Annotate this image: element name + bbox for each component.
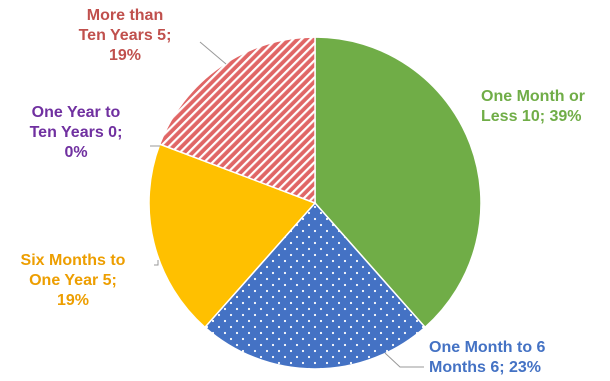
data-label-line: Six Months to — [21, 252, 126, 269]
leader-line-one-month-to-6-months — [384, 352, 424, 368]
data-label-line: Less 10; 39% — [481, 108, 582, 125]
pie-slice-six-months-to-one-year — [148, 143, 317, 329]
data-label-more-than-ten-years: More than Ten Years 5; 19% — [79, 7, 172, 64]
data-label-line: 19% — [109, 47, 141, 64]
pie-slice-one-month-to-6-months — [203, 201, 427, 370]
data-label-line: 19% — [57, 292, 89, 309]
data-label-line: Ten Years 5; — [79, 27, 172, 44]
data-labels: One Month or Less 10; 39% One Month to 6 Mo… — [21, 7, 585, 376]
pie-slice-one-month-or-less — [314, 36, 482, 329]
leader-lines — [150, 41, 424, 368]
data-label-one-month-or-less: One Month or Less 10; 39% — [481, 88, 585, 125]
data-label-line: One Month to 6 — [429, 339, 546, 356]
data-label-line: Ten Years 0; — [30, 124, 123, 141]
pie-slices — [148, 36, 482, 370]
data-label-line: One Year to — [32, 104, 121, 121]
data-label-line: Months 6; 23% — [429, 359, 541, 376]
leader-line-six-months-to-one-year — [154, 260, 159, 266]
data-label-one-year-to-ten-years: One Year to Ten Years 0; 0% — [30, 104, 123, 161]
data-label-line: One Month or — [481, 88, 585, 105]
leader-line-more-than-ten-years — [199, 41, 227, 65]
data-label-six-months-to-one-year: Six Months to One Year 5; 19% — [21, 252, 126, 309]
pie-slice-more-than-ten-years — [158, 36, 316, 205]
data-label-one-month-to-6-months: One Month to 6 Months 6; 23% — [429, 339, 546, 376]
data-label-line: More than — [87, 7, 163, 24]
data-label-line: One Year 5; — [29, 272, 117, 289]
data-label-line: 0% — [64, 144, 87, 161]
